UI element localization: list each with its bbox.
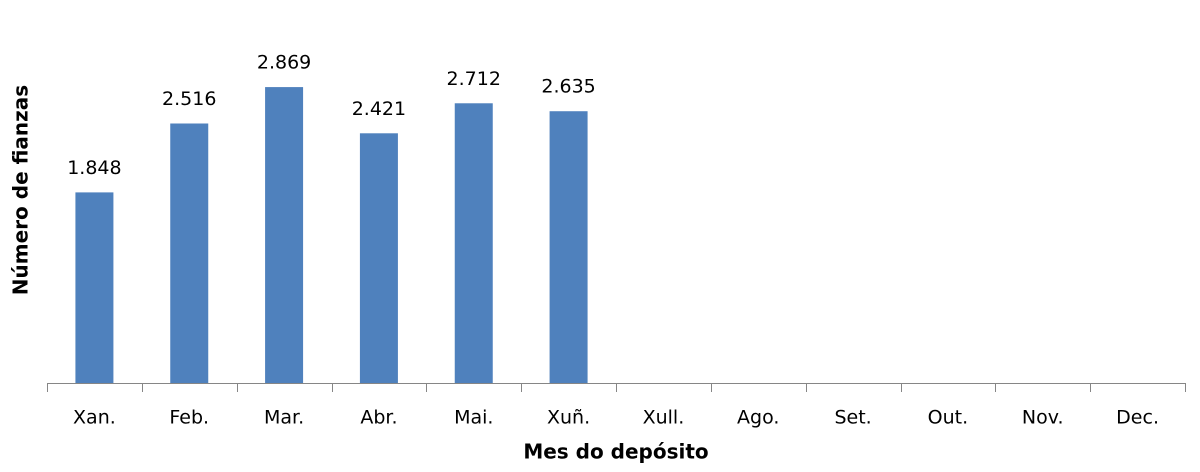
bar xyxy=(359,133,398,383)
x-axis-title: Mes do depósito xyxy=(523,440,708,464)
bar xyxy=(170,123,209,384)
value-label: 2.421 xyxy=(352,98,406,120)
value-label: 2.635 xyxy=(541,76,595,98)
x-tick-label: Dec. xyxy=(1116,407,1159,429)
bar xyxy=(265,87,304,384)
value-label: 2.516 xyxy=(162,88,216,110)
x-tick-label: Out. xyxy=(928,407,969,429)
x-tick-label: Ago. xyxy=(737,407,779,429)
value-label: 2.869 xyxy=(257,52,311,74)
x-tick-label: Nov. xyxy=(1022,407,1064,429)
bar xyxy=(454,103,493,383)
x-tick-label: Feb. xyxy=(169,407,209,429)
bar xyxy=(75,192,114,383)
x-tick-label: Mar. xyxy=(264,407,304,429)
bar xyxy=(549,111,588,384)
y-axis-title: Número de fianzas xyxy=(9,85,33,295)
x-tick-label: Abr. xyxy=(360,407,397,429)
value-label: 1.848 xyxy=(67,157,121,179)
x-tick-label: Xan. xyxy=(73,407,116,429)
x-tick-label: Xull. xyxy=(643,407,685,429)
value-label: 2.712 xyxy=(447,68,501,90)
x-tick-label: Set. xyxy=(834,407,871,429)
x-tick-label: Xuñ. xyxy=(547,407,590,429)
x-tick-label: Mai. xyxy=(454,407,493,429)
